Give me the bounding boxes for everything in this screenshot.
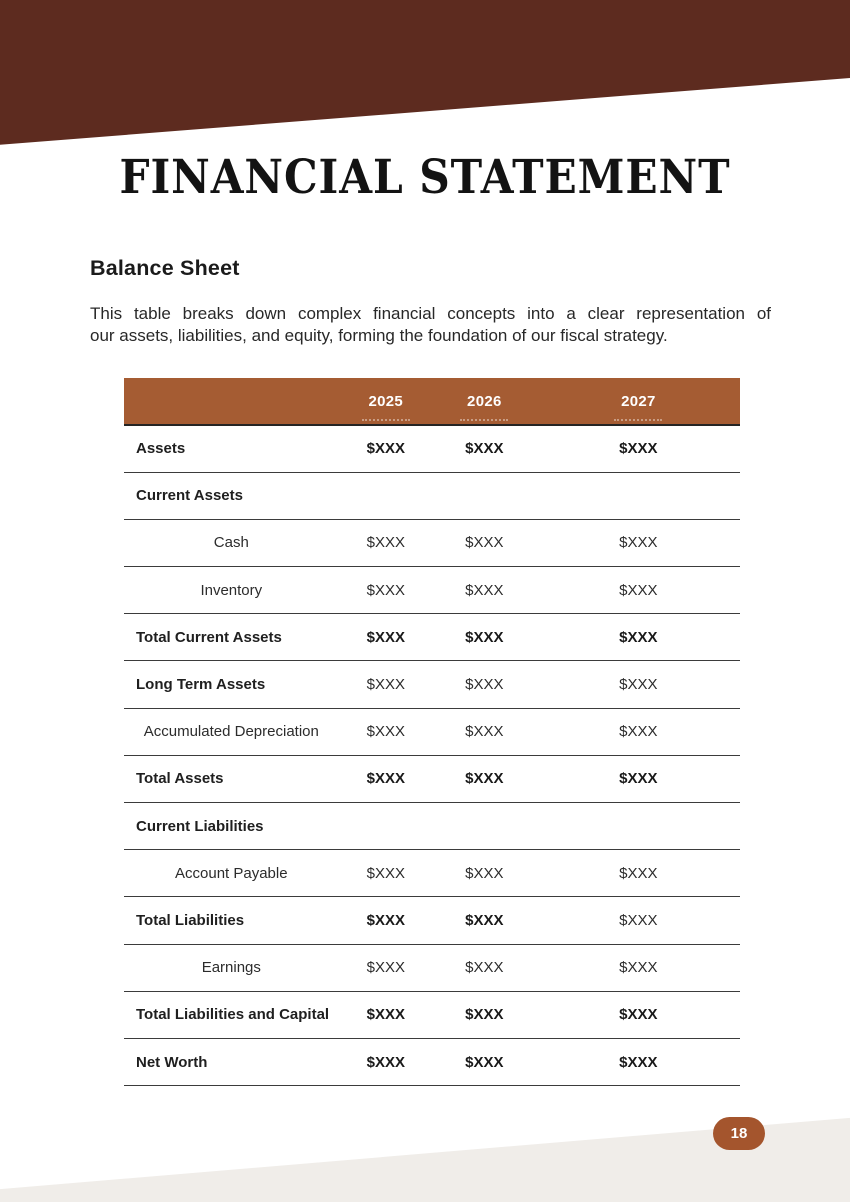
cell-value: $XXX [619, 723, 658, 741]
row-label: Account Payable [175, 864, 288, 882]
top-accent-band [0, 0, 850, 145]
section-description-line1: This table breaks down complex financial… [90, 304, 771, 323]
cell-value: $XXX [465, 534, 504, 552]
row-label: Assets [136, 440, 186, 458]
section-description-line2: our assets, liabilities, and equity, for… [90, 325, 668, 345]
cell-value [432, 472, 537, 519]
row-label: Current Assets [136, 487, 243, 505]
cell-value: $XXX [465, 440, 504, 458]
table-row-inventory: Inventory $XXX $XXX $XXX [124, 567, 740, 614]
row-label: Total Liabilities [136, 911, 245, 929]
table-row-accumulated-depreciation: Accumulated Depreciation $XXX $XXX $XXX [124, 708, 740, 756]
table-row-cash: Cash $XXX $XXX $XXX [124, 519, 740, 567]
row-label: Net Worth [136, 1053, 208, 1071]
page-number-badge: 18 [713, 1117, 765, 1150]
cell-value: $XXX [366, 581, 405, 599]
cell-value: $XXX [366, 628, 405, 646]
row-label: Long Term Assets [136, 676, 266, 694]
row-label: Earnings [201, 959, 261, 977]
cell-value: $XXX [619, 534, 658, 552]
cell-value: $XXX [465, 959, 504, 977]
label-column-header [124, 378, 340, 425]
table-row-long-term-assets: Long Term Assets $XXX $XXX $XXX [124, 661, 740, 709]
cell-value [432, 803, 537, 850]
cell-value: $XXX [619, 676, 658, 694]
cell-value [537, 803, 740, 850]
row-label: Accumulated Depreciation [143, 723, 319, 741]
table-row-total-liabilities-and-capital: Total Liabilities and Capital $XXX $XXX … [124, 991, 740, 1039]
cell-value: $XXX [465, 723, 504, 741]
cell-value: $XXX [366, 676, 405, 694]
balance-sheet-table: 2025 2026 2027 Assets $XXX $XXX $XXX Cur… [124, 378, 740, 1086]
cell-value: $XXX [366, 911, 405, 929]
cell-value: $XXX [465, 676, 504, 694]
cell-value: $XXX [465, 628, 504, 646]
table-row-net-worth: Net Worth $XXX $XXX $XXX [124, 1038, 740, 1086]
cell-value: $XXX [465, 581, 504, 599]
cell-value: $XXX [465, 1053, 504, 1071]
year-column-header-2026: 2026 [431, 378, 537, 425]
cell-value: $XXX [619, 1006, 658, 1024]
cell-value: $XXX [366, 1053, 405, 1071]
cell-value: $XXX [366, 770, 405, 788]
section-heading: Balance Sheet [90, 256, 240, 280]
year-column-header-2027: 2027 [536, 378, 740, 425]
cell-value: $XXX [619, 864, 658, 882]
cell-value [340, 803, 432, 850]
cell-value: $XXX [619, 581, 658, 599]
cell-value: $XXX [366, 864, 405, 882]
cell-value: $XXX [619, 1053, 658, 1071]
table-row-current-assets: Current Assets [124, 472, 740, 520]
cell-value: $XXX [366, 723, 405, 741]
cell-value: $XXX [619, 440, 658, 458]
table-row-total-current-assets: Total Current Assets $XXX $XXX $XXX [124, 614, 740, 661]
cell-value: $XXX [619, 770, 658, 788]
year-column-header-2025: 2025 [339, 378, 432, 425]
cell-value: $XXX [465, 911, 504, 929]
cell-value [537, 472, 740, 519]
cell-value [340, 472, 432, 519]
section-description: This table breaks down complex financial… [90, 303, 771, 346]
row-label: Cash [213, 534, 249, 552]
cell-value: $XXX [619, 959, 658, 977]
cell-value: $XXX [465, 864, 504, 882]
row-label: Total Current Assets [136, 628, 282, 646]
cell-value: $XXX [465, 1006, 504, 1024]
cell-value: $XXX [619, 911, 658, 929]
cell-value: $XXX [619, 628, 658, 646]
table-row-total-liabilities: Total Liabilities $XXX $XXX $XXX [124, 897, 740, 945]
page-title: FINANCIAL STATEMENT [119, 150, 731, 205]
cell-value: $XXX [366, 534, 405, 552]
table-row-total-assets: Total Assets $XXX $XXX $XXX [124, 755, 740, 803]
table-row-assets: Assets $XXX $XXX $XXX [124, 425, 740, 473]
row-label: Current Liabilities [136, 817, 264, 835]
row-label: Total Assets [136, 770, 224, 788]
cell-value: $XXX [366, 1006, 405, 1024]
table-row-current-liabilities: Current Liabilities [124, 803, 740, 850]
cell-value: $XXX [465, 770, 504, 788]
cell-value: $XXX [366, 959, 405, 977]
cell-value: $XXX [366, 440, 405, 458]
row-label: Total Liabilities and Capital [136, 1006, 330, 1024]
table-header-row: 2025 2026 2027 [124, 378, 740, 425]
page-number: 18 [730, 1125, 748, 1142]
table-row-earnings: Earnings $XXX $XXX $XXX [124, 944, 740, 992]
row-label: Inventory [200, 581, 263, 599]
table-row-account-payable: Account Payable $XXX $XXX $XXX [124, 850, 740, 897]
